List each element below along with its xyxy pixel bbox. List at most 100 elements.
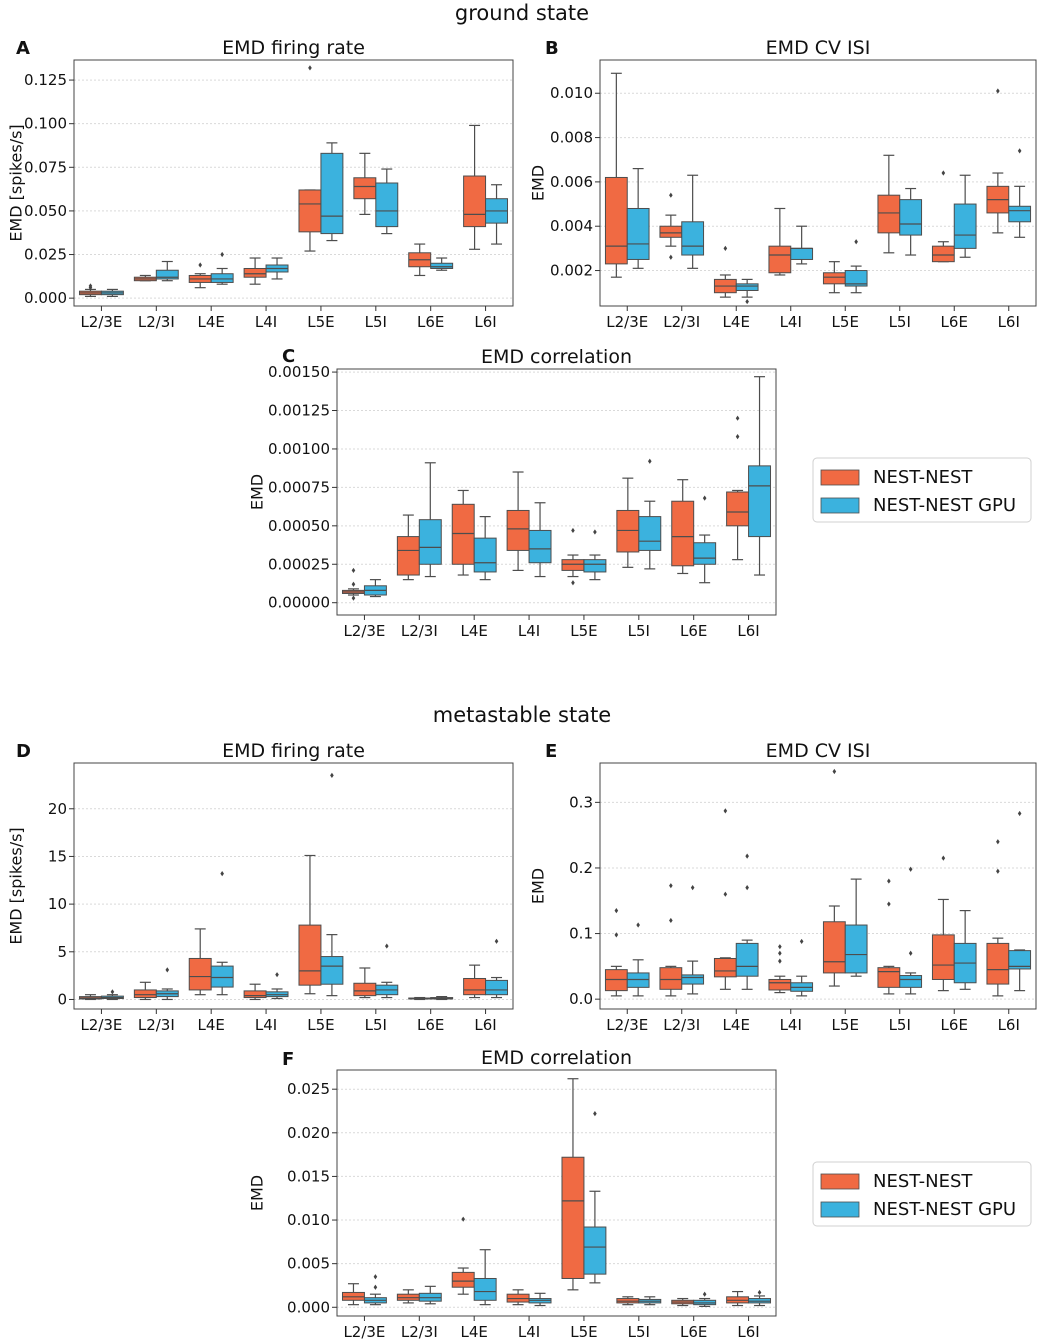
ytick-label: 15 (48, 847, 67, 865)
ytick-label: 0.100 (24, 115, 67, 133)
xtick-label: L2/3E (606, 313, 648, 331)
box-d-nest-2 (188, 928, 212, 996)
xtick-label: L4E (723, 1016, 750, 1034)
xtick-label: L2/3I (401, 622, 438, 640)
ytick-label: 0.025 (287, 1080, 330, 1098)
flier-point (351, 581, 356, 587)
box-a-gpu-7 (485, 184, 509, 245)
box-b-gpu-5 (899, 187, 923, 256)
box-c-gpu-6 (693, 495, 717, 584)
flier-point (220, 871, 224, 877)
box-e-gpu-3 (790, 938, 814, 997)
box-b-nest-7 (986, 88, 1010, 234)
box-c-nest-4 (561, 527, 585, 586)
flier-point (887, 901, 891, 907)
flier-point (373, 1284, 378, 1290)
box-iqr (298, 924, 322, 986)
ytick-label: 0.008 (550, 129, 593, 147)
legend-2: NEST-NEST NEST-NEST GPU (812, 1161, 1032, 1227)
flier-point (571, 580, 575, 586)
box-c-nest-5 (616, 477, 640, 568)
flier-point (308, 65, 312, 71)
flier-point (571, 527, 575, 534)
box-iqr (188, 957, 212, 991)
box-iqr (693, 542, 717, 565)
box-a-nest-1 (133, 274, 157, 282)
ytick-label: 0.025 (24, 246, 67, 264)
box-a-gpu-0 (100, 288, 124, 298)
box-iqr (320, 152, 344, 235)
flier-point (593, 1111, 597, 1117)
box-b-nest-6 (931, 170, 955, 263)
box-c-gpu-5 (638, 458, 662, 570)
xtick-label: L4I (780, 313, 802, 331)
panel-f: 0.000 0.005 0.010 0.015 0.020 0.025 L2/3E L2/3I… (248, 1047, 777, 1339)
legend-label: NEST-NEST GPU (873, 495, 1016, 516)
flier-point (778, 958, 782, 964)
box-b-gpu-1 (681, 174, 705, 269)
xtick-label: L2/3E (606, 1016, 648, 1034)
flier-point (636, 922, 640, 928)
box-iqr (877, 967, 901, 988)
panel-letter: F (282, 1049, 294, 1070)
flier-point (996, 88, 1000, 94)
panel-e: 0.0 0.1 0.2 0.3 L2/3E L2/3I L4E L4I L5E L5I L6E L6I… (529, 740, 1037, 1034)
xtick-label: L5I (889, 1016, 911, 1034)
flier-point (669, 254, 673, 260)
flier-point (941, 855, 946, 861)
xtick-label: L6E (680, 1323, 707, 1339)
box-c-gpu-4 (583, 529, 607, 581)
ytick-label: 0.1 (569, 925, 593, 943)
flier-point (745, 298, 749, 305)
box-f-gpu-2 (473, 1249, 497, 1306)
box-iqr (210, 273, 234, 283)
box-iqr (899, 975, 923, 988)
box-b-nest-0 (604, 72, 628, 278)
xtick-label: L4I (255, 1016, 277, 1034)
flier-point (384, 943, 389, 949)
xtick-label: L6E (680, 622, 707, 640)
flier-point (723, 245, 728, 251)
ytick-label: 0.000 (287, 1298, 330, 1316)
box-a-nest-2 (188, 262, 212, 289)
box-iqr (768, 245, 792, 274)
y-axis-label: EMD (529, 165, 548, 201)
ytick-label: 0.00075 (268, 478, 330, 496)
box-d-gpu-4 (320, 772, 344, 997)
box-f-nest-0 (341, 1283, 365, 1306)
panel-letter: B (545, 38, 559, 59)
y-axis-label: EMD (248, 1175, 267, 1211)
ytick-label: 0.00025 (268, 555, 330, 573)
xtick-label: L6I (998, 313, 1020, 331)
xtick-label: L4I (780, 1016, 802, 1034)
panel-b: 0.002 0.004 0.006 0.008 0.010 L2/3E L2/3I L4E L4… (529, 37, 1037, 331)
ytick-label: 0.050 (24, 202, 67, 220)
ytick-label: 0 (57, 990, 67, 1008)
box-c-nest-2 (451, 489, 475, 576)
flier-point (778, 950, 782, 956)
box-a-gpu-3 (265, 257, 289, 280)
ytick-label: 0.020 (287, 1124, 330, 1142)
box-a-nest-3 (243, 257, 267, 285)
box-a-nest-5 (353, 152, 377, 216)
xtick-label: L2/3E (343, 622, 385, 640)
box-iqr (681, 974, 705, 985)
box-iqr (822, 272, 846, 285)
xtick-label: L2/3E (343, 1323, 385, 1339)
box-iqr (418, 519, 442, 565)
box-d-gpu-3 (265, 972, 289, 1000)
flier-point (832, 768, 837, 775)
xtick-label: L2/3I (138, 313, 175, 331)
ytick-label: 0.3 (569, 793, 593, 811)
xtick-label: L2/3I (138, 1016, 175, 1034)
flier-point (220, 251, 224, 258)
box-iqr (396, 536, 420, 576)
xtick-label: L4I (518, 1323, 540, 1339)
box-iqr (1008, 950, 1032, 970)
xtick-label: L5E (307, 1016, 334, 1034)
xtick-label: L6I (737, 622, 759, 640)
box-d-nest-3 (243, 983, 267, 1001)
y-axis-label: EMD (529, 868, 548, 904)
box-e-gpu-1 (681, 885, 705, 995)
